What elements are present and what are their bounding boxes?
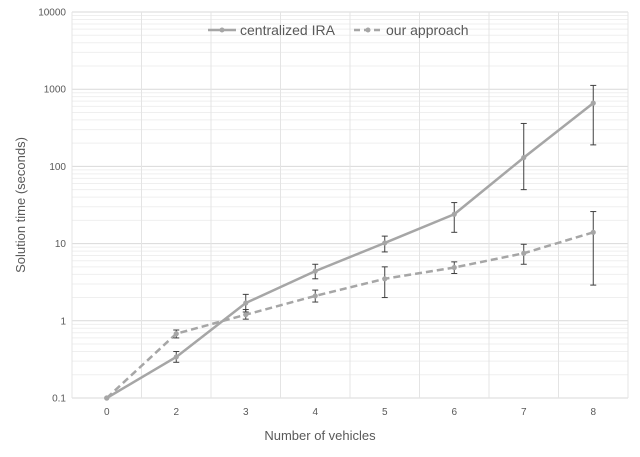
y-tick-label: 10: [55, 239, 67, 250]
data-point-centralized-ira: [243, 300, 249, 306]
x-tick-label: 7: [521, 407, 527, 418]
data-point-centralized-ira: [521, 155, 527, 161]
data-point-our-approach: [451, 264, 457, 271]
data-point-our-approach: [173, 331, 179, 337]
data-point-centralized-ira: [173, 354, 179, 360]
data-point-centralized-ira: [382, 240, 388, 246]
series-layer: [104, 84, 597, 401]
y-tick-label: 10000: [38, 8, 66, 19]
x-tick-label: 8: [590, 407, 596, 418]
data-point-our-approach: [104, 395, 110, 401]
data-point-our-approach: [590, 229, 596, 235]
x-tick-label: 4: [312, 407, 318, 418]
data-point-our-approach: [382, 276, 388, 282]
y-tick-label: 1000: [44, 85, 67, 96]
data-point-centralized-ira: [312, 268, 318, 274]
legend-marker-our-approach: [365, 27, 371, 33]
x-tick-label: 3: [243, 407, 249, 418]
legend: centralized IRA our approach: [208, 22, 469, 38]
series-line-centralized-ira: [106, 102, 595, 400]
y-tick-label: 1: [60, 316, 66, 327]
x-tick-label: 5: [382, 407, 388, 418]
x-axis-title: Number of vehicles: [264, 428, 376, 443]
y-tick-label: 100: [49, 162, 66, 173]
y-axis-title: Solution time (seconds): [13, 137, 28, 273]
legend-label-centralized-ira: centralized IRA: [240, 22, 336, 38]
x-tick-label: 2: [173, 407, 179, 418]
data-point-our-approach: [312, 293, 318, 299]
y-tick-labels: 0.1 1 10 100 1000 10000: [38, 8, 66, 405]
data-point-our-approach: [521, 250, 527, 256]
data-point-centralized-ira: [451, 211, 457, 217]
data-point-our-approach: [243, 312, 249, 318]
major-grid: [71, 11, 629, 399]
data-point-centralized-ira: [590, 100, 596, 106]
x-tick-label: 6: [451, 407, 457, 418]
x-tick-label: 0: [104, 407, 110, 418]
series-centralized-ira: [104, 84, 597, 401]
x-tick-labels: 0 2 3 4 5 6 7 8: [104, 407, 597, 418]
y-tick-label: 0.1: [52, 394, 66, 405]
series-our-approach: [104, 211, 597, 401]
legend-label-our-approach: our approach: [386, 22, 469, 38]
legend-marker-centralized-ira: [219, 27, 225, 33]
